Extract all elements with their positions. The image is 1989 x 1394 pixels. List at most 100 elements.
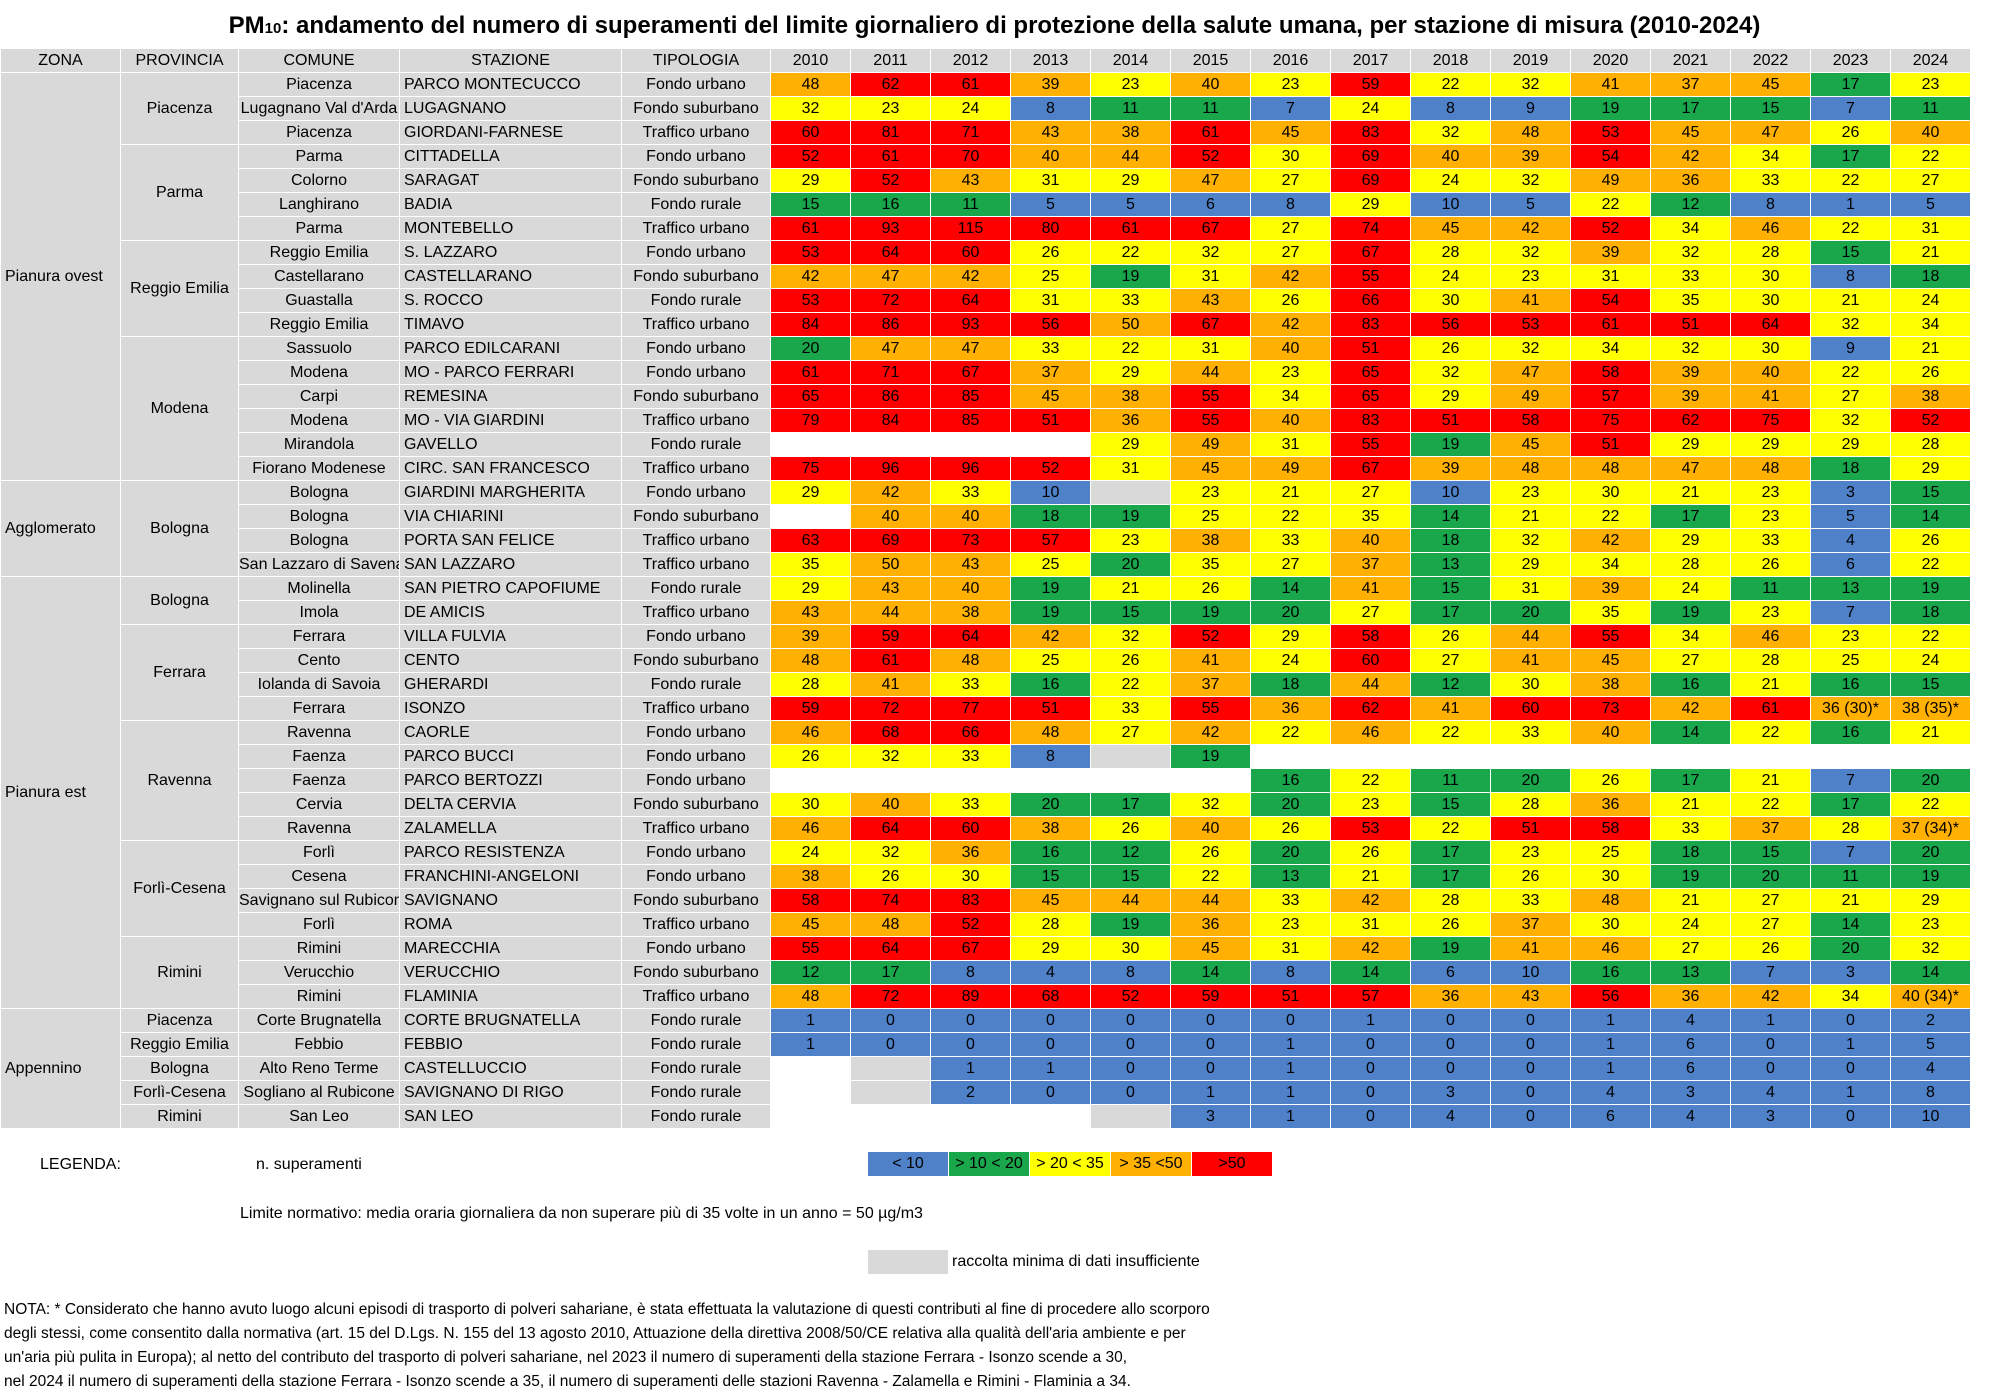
value-cell: 61	[1730, 696, 1811, 721]
comune-cell: Cento	[238, 648, 400, 673]
value-cell: 32	[1410, 360, 1491, 385]
comune-cell: Piacenza	[238, 120, 400, 145]
value-cell: 38	[1090, 384, 1171, 409]
stazione-cell: SAN LAZZARO	[399, 552, 622, 577]
header-year-2013: 2013	[1010, 48, 1091, 73]
value-cell: 28	[1650, 552, 1731, 577]
value-cell: 44	[1170, 360, 1251, 385]
footnote: NOTA: * Considerato che hanno avuto luog…	[4, 1298, 1304, 1394]
value-cell: 32	[1090, 624, 1171, 649]
value-cell: 19	[1890, 864, 1971, 889]
value-cell: 32	[770, 96, 851, 121]
table-row: Rimini Rimini MARECCHIA Fondo urbano 55 64 67 2…	[1, 936, 1971, 1009]
value-cell: 33	[1090, 696, 1171, 721]
value-cell: 50	[1090, 312, 1171, 337]
table-row: Cervia DELTA CERVIA Fondo suburbano 30 40 33 2…	[1, 792, 1971, 817]
value-cell: 30	[1730, 336, 1811, 361]
value-cell: 3	[1730, 1104, 1811, 1129]
value-cell: 55	[1330, 432, 1411, 457]
value-cell: 32	[1490, 528, 1571, 553]
value-cell: 33	[1250, 888, 1331, 913]
comune-cell: Castellarano	[238, 264, 400, 289]
table-row: Forlì ROMA Traffico urbano 45 48 52 28 19 36 23 31…	[1, 912, 1971, 937]
table-row: Guastalla S. ROCCO Fondo rurale 53 72 64 31 33 4…	[1, 288, 1971, 313]
value-cell	[1010, 432, 1091, 457]
value-cell: 44	[850, 600, 931, 625]
value-cell: 73	[1570, 696, 1651, 721]
stazione-cell: ISONZO	[399, 696, 622, 721]
table-row: Rimini San Leo SAN LEO Fondo rurale 3 1 0 4 0 6 4 3…	[1, 1104, 1971, 1129]
value-cell: 10	[1410, 192, 1491, 217]
value-cell: 57	[1330, 984, 1411, 1009]
value-cell: 30	[1570, 480, 1651, 505]
value-cell: 42	[930, 264, 1011, 289]
value-cell: 60	[930, 816, 1011, 841]
value-cell: 19	[1090, 912, 1171, 937]
value-cell: 61	[1090, 216, 1171, 241]
value-cell: 22	[1410, 816, 1491, 841]
value-cell: 61	[850, 144, 931, 169]
value-cell: 7	[1810, 600, 1891, 625]
value-cell: 39	[1490, 144, 1571, 169]
comune-cell: Parma	[238, 216, 400, 241]
value-cell: 45	[1650, 120, 1731, 145]
value-cell: 39	[1010, 72, 1091, 97]
value-cell	[770, 504, 851, 529]
value-cell: 26	[1250, 288, 1331, 313]
value-cell: 67	[1170, 216, 1251, 241]
value-cell: 15	[1010, 864, 1091, 889]
value-cell: 32	[850, 840, 931, 865]
value-cell: 19	[1090, 264, 1171, 289]
value-cell: 41	[1170, 648, 1251, 673]
value-cell	[1010, 1104, 1091, 1129]
value-cell: 19	[1410, 936, 1491, 961]
value-cell: 2	[1890, 1008, 1971, 1033]
value-cell: 6	[1650, 1032, 1731, 1057]
value-cell: 40	[1250, 408, 1331, 433]
value-cell: 27	[1250, 216, 1331, 241]
value-cell: 19	[1650, 864, 1731, 889]
value-cell	[1810, 744, 1891, 769]
value-cell: 34	[1810, 984, 1891, 1009]
table-row: Bologna PORTA SAN FELICE Traffico urbano 63…	[1, 528, 1971, 553]
value-cell: 85	[930, 408, 1011, 433]
provincia-cell: Forlì-Cesena	[120, 840, 239, 937]
stazione-cell: MO - VIA GIARDINI	[399, 408, 622, 433]
value-cell: 55	[1170, 384, 1251, 409]
value-cell: 55	[770, 936, 851, 961]
value-cell: 25	[1810, 648, 1891, 673]
comune-cell: Modena	[238, 408, 400, 433]
stazione-cell: SAN LEO	[399, 1104, 622, 1129]
value-cell: 22	[1570, 504, 1651, 529]
value-cell: 14	[1890, 504, 1971, 529]
value-cell: 20	[1250, 600, 1331, 625]
value-cell: 60	[1490, 696, 1571, 721]
value-cell: 41	[1410, 696, 1491, 721]
value-cell: 23	[1490, 480, 1571, 505]
value-cell: 33	[1090, 288, 1171, 313]
tipologia-cell: Fondo suburbano	[621, 504, 771, 529]
value-cell: 38	[930, 600, 1011, 625]
value-cell	[770, 432, 851, 457]
value-cell: 8	[1250, 192, 1331, 217]
tipologia-cell: Traffico urbano	[621, 552, 771, 577]
header-year-2024: 2024	[1890, 48, 1971, 73]
value-cell: 45	[1570, 648, 1651, 673]
tipologia-cell: Fondo suburbano	[621, 384, 771, 409]
tipologia-cell: Traffico urbano	[621, 456, 771, 481]
value-cell: 26	[1570, 768, 1651, 793]
value-cell: 8	[1010, 744, 1091, 769]
value-cell: 30	[1730, 264, 1811, 289]
value-cell: 15	[1730, 840, 1811, 865]
comune-cell: Fiorano Modenese	[238, 456, 400, 481]
comune-cell: Febbio	[238, 1032, 400, 1057]
value-cell: 31	[1890, 216, 1971, 241]
value-cell: 36	[1650, 168, 1731, 193]
value-cell: 49	[1490, 384, 1571, 409]
value-cell: 30	[770, 792, 851, 817]
legend-unit: n. superamenti	[256, 1156, 362, 1173]
tipologia-cell: Fondo suburbano	[621, 792, 771, 817]
value-cell: 64	[850, 240, 931, 265]
value-cell: 22	[1250, 504, 1331, 529]
value-cell: 0	[1730, 1056, 1811, 1081]
